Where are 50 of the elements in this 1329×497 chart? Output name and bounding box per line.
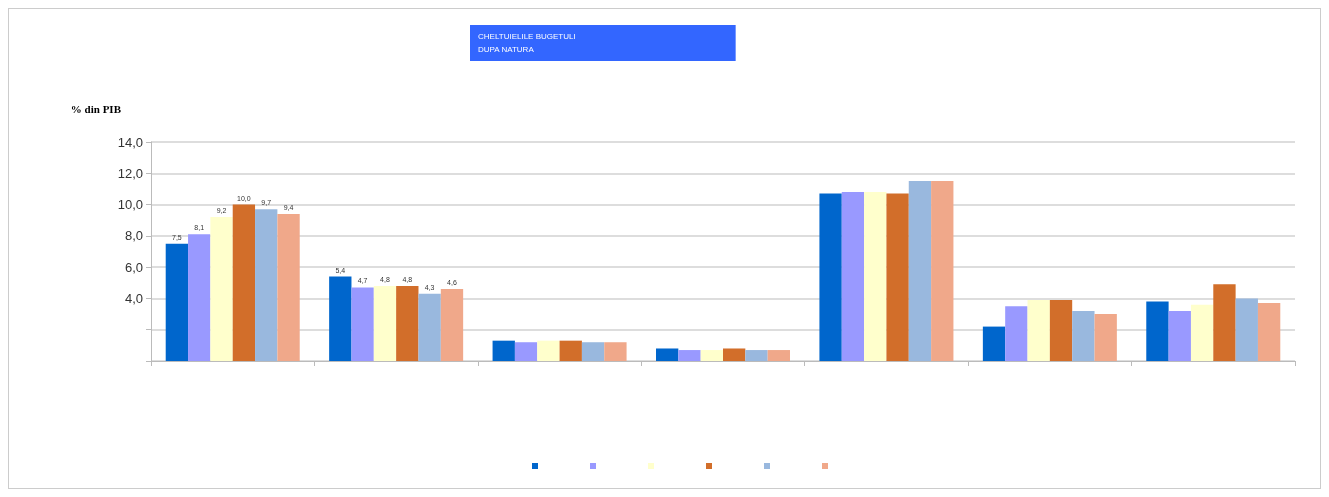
- bar: [514, 342, 538, 361]
- bar: [1235, 298, 1258, 361]
- bar: [373, 285, 397, 361]
- bar: [165, 243, 189, 361]
- bar: [982, 326, 1006, 361]
- bar: [604, 342, 627, 361]
- bar: [723, 348, 746, 361]
- bar: [864, 192, 887, 361]
- bar: [418, 293, 441, 361]
- bar: [329, 276, 352, 361]
- bar: [1190, 304, 1214, 361]
- y-tick-label: 12,0: [117, 165, 143, 181]
- bar: [537, 340, 560, 361]
- y-tick-label: 6,0: [124, 259, 143, 275]
- bar: [1049, 299, 1073, 361]
- bar: [700, 350, 723, 361]
- bar: [581, 342, 605, 361]
- bar: [886, 193, 909, 361]
- bar: [1168, 310, 1191, 361]
- bar: [931, 181, 954, 361]
- bar: [492, 340, 515, 361]
- bar: [1072, 310, 1095, 361]
- bar: [1005, 306, 1028, 361]
- chart-title: CHELTUIELILE BUGETULI DUPA NATURA: [478, 32, 576, 54]
- bar: [559, 340, 582, 361]
- bar: [188, 234, 211, 361]
- y-tick-label: 14,0: [117, 134, 143, 150]
- bar: [767, 350, 791, 361]
- bar: [440, 289, 464, 361]
- bar: [745, 350, 768, 361]
- bar: [655, 348, 679, 361]
- bar: [819, 193, 842, 361]
- bar: [232, 204, 256, 361]
- bar: [351, 287, 374, 361]
- y-tick-label: 4,0: [124, 290, 143, 306]
- y-tick-label: 8,0: [124, 228, 143, 244]
- bar: [210, 217, 233, 361]
- bar: [1146, 301, 1169, 361]
- bar: [1027, 299, 1050, 361]
- bar: [841, 192, 865, 361]
- bar: [678, 350, 701, 361]
- bar: [277, 213, 300, 361]
- bar: [255, 209, 278, 361]
- bar: [1213, 284, 1236, 361]
- bar: [1257, 303, 1281, 361]
- y-axis-title: % din PIB: [70, 102, 122, 115]
- bar: [396, 285, 419, 361]
- y-tick-label: 10,0: [117, 197, 143, 213]
- bar: [1094, 314, 1117, 361]
- bar: [908, 181, 932, 361]
